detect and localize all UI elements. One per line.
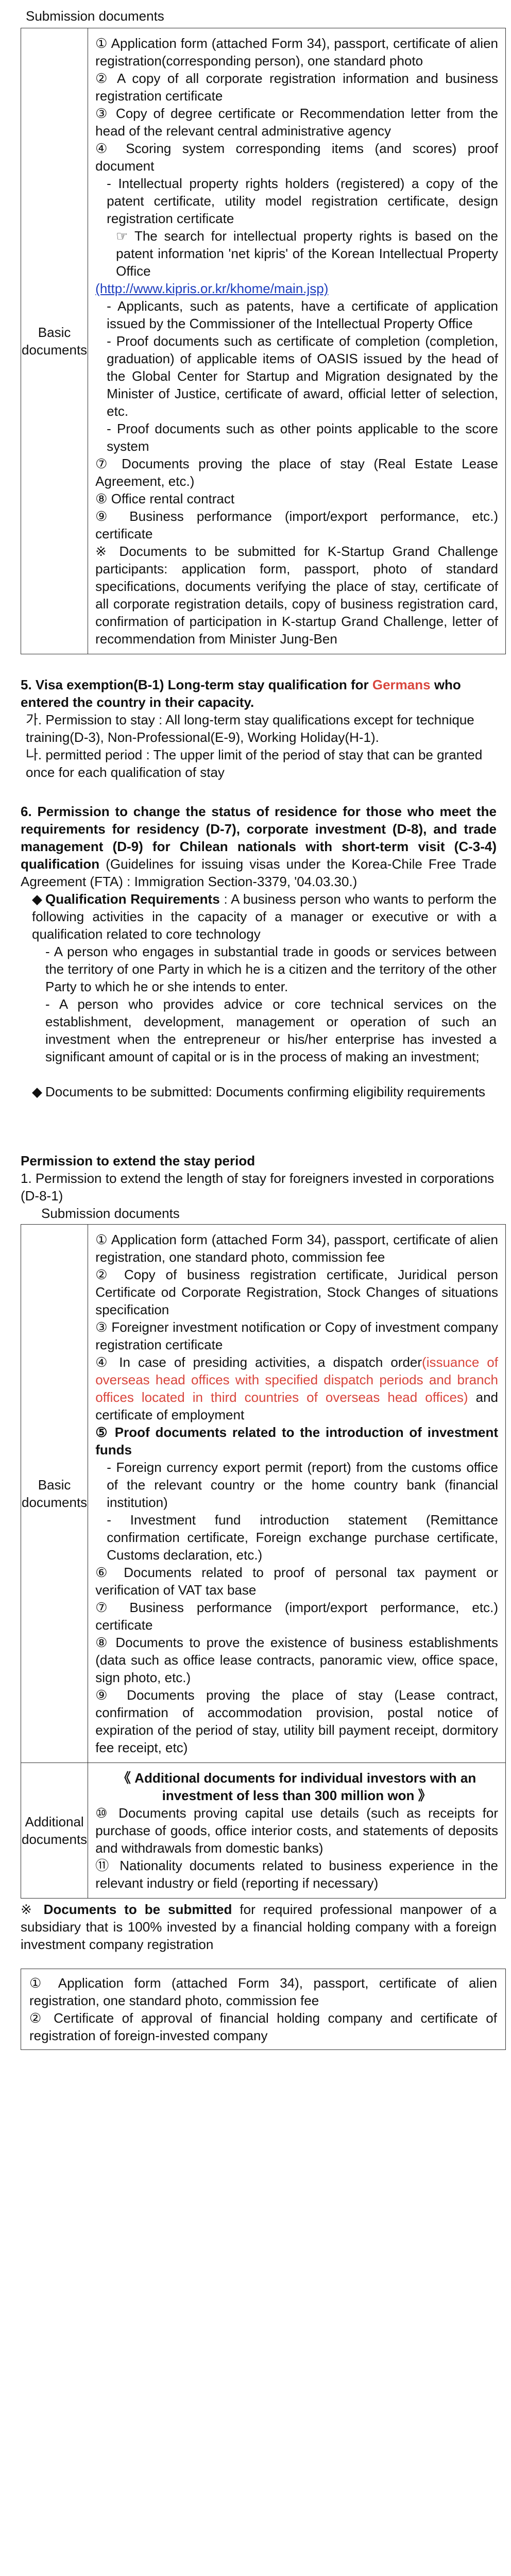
list-item: ③ Copy of degree certificate or Recommen… xyxy=(95,106,498,139)
list-item: ⑨ Documents proving the place of stay (L… xyxy=(95,1687,498,1755)
holding-company-documents-box: ① Application form (attached Form 34), p… xyxy=(21,1969,506,2050)
list-item: 《 Additional documents for individual in… xyxy=(117,1770,476,1803)
diamond-bullet-icon: ◆ xyxy=(32,1084,42,1099)
section5: 5. Visa exemption(B-1) Long-term stay qu… xyxy=(0,654,511,781)
additional-documents-content: 《 Additional documents for individual in… xyxy=(88,1762,506,1899)
list-item: ⑪ Nationality documents related to busin… xyxy=(95,1858,498,1891)
basic-documents-label: Basic documents xyxy=(20,1224,89,1763)
requirement-item: - A person who engages in substantial tr… xyxy=(45,944,497,994)
list-item: ☞ The search for intellectual property r… xyxy=(116,228,498,279)
list-item: ② Copy of business registration certific… xyxy=(95,1267,498,1317)
extension-documents-table: Basic documents ① Application form (atta… xyxy=(20,1224,506,1899)
section6-title: 6. Permission to change the status of re… xyxy=(21,804,497,889)
list-item: - Proof documents such as other points a… xyxy=(107,421,498,454)
submission-documents-heading: Submission documents xyxy=(26,8,164,24)
extend-title: Permission to extend the stay period xyxy=(21,1153,256,1168)
additional-documents-label: Additional documents xyxy=(20,1762,89,1899)
section5-title: 5. Visa exemption(B-1) Long-term stay qu… xyxy=(21,677,461,710)
list-item: ④ In case of presiding activities, a dis… xyxy=(95,1354,499,1422)
extend-line1: 1. Permission to extend the length of st… xyxy=(21,1171,495,1204)
extension-note: ※ Documents to be submitted for required… xyxy=(21,1902,497,1952)
list-item: ① Application form (attached Form 34), p… xyxy=(29,1975,497,2008)
list-item: ④ Scoring system corresponding items (an… xyxy=(95,141,498,174)
list-item: - Intellectual property rights holders (… xyxy=(107,176,498,226)
extend-submission-heading: Submission documents xyxy=(41,1206,180,1221)
list-item: ⑦ Documents proving the place of stay (R… xyxy=(95,456,498,489)
section5-line1: 가. Permission to stay : All long-term st… xyxy=(26,712,474,745)
extend-section: Permission to extend the stay period 1. … xyxy=(0,1100,511,2050)
list-item: ② Certificate of approval of financial h… xyxy=(29,2010,497,2043)
documents-to-submit: ◆ Documents to be submitted: Documents co… xyxy=(32,1084,486,1099)
list-item: ② A copy of all corporate registration i… xyxy=(95,71,498,104)
list-item: ⑩ Documents proving capital use details … xyxy=(95,1805,498,1856)
section1: Submission documents Basic documents ① A… xyxy=(0,0,511,654)
basic-documents-content: ① Application form (attached Form 34), p… xyxy=(88,1224,506,1763)
list-item: ① Application form (attached Form 34), p… xyxy=(95,36,498,69)
list-item: - Applicants, such as patents, have a ce… xyxy=(107,298,498,331)
basic-documents-label: Basic documents xyxy=(20,28,89,654)
list-item: ⑦ Business performance (import/export pe… xyxy=(95,1600,498,1633)
list-item: ⑥ Documents related to proof of personal… xyxy=(95,1565,498,1598)
list-item: ⑤ Proof documents related to the introdu… xyxy=(95,1425,498,1458)
holding-company-documents-content: ① Application form (attached Form 34), p… xyxy=(21,1969,506,2050)
list-item: ① Application form (attached Form 34), p… xyxy=(95,1232,498,1265)
basic-documents-table: Basic documents ① Application form (atta… xyxy=(20,28,506,654)
list-item: ③ Foreigner investment notification or C… xyxy=(95,1319,498,1352)
list-item: ※ Documents to be submitted for K-Startu… xyxy=(95,544,498,647)
list-item: - Foreign currency export permit (report… xyxy=(107,1460,498,1510)
list-item: ⑧ Office rental contract xyxy=(95,491,235,506)
section6: 6. Permission to change the status of re… xyxy=(0,781,511,1100)
list-item: ⑧ Documents to prove the existence of bu… xyxy=(95,1635,498,1685)
list-item: ⑨ Business performance (import/export pe… xyxy=(95,509,498,541)
list-item: - Proof documents such as certificate of… xyxy=(107,333,498,419)
document-page: Submission documents Basic documents ① A… xyxy=(0,0,511,2050)
section5-line2: 나. permitted period : The upper limit of… xyxy=(26,747,483,780)
requirement-item: - A person who provides advice or core t… xyxy=(45,996,497,1064)
list-item: - Investment fund introduction statement… xyxy=(107,1512,498,1563)
qualification-requirements: ◆ Qualification Requirements : A business… xyxy=(32,891,497,942)
diamond-bullet-icon: ◆ xyxy=(32,891,42,907)
kipris-link[interactable]: (http://www.kipris.or.kr/khome/main.jsp) xyxy=(95,281,329,296)
basic-documents-content: ① Application form (attached Form 34), p… xyxy=(88,28,506,654)
